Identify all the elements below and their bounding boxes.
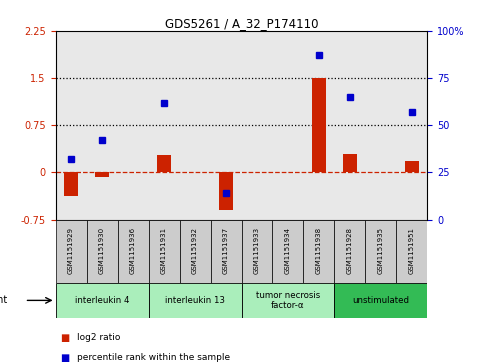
Bar: [343, 154, 357, 172]
Bar: [312, 78, 326, 172]
FancyBboxPatch shape: [86, 220, 117, 283]
Text: GSM1151936: GSM1151936: [130, 227, 136, 274]
Bar: [64, 172, 78, 196]
FancyBboxPatch shape: [242, 220, 272, 283]
FancyBboxPatch shape: [149, 283, 242, 318]
Text: GSM1151938: GSM1151938: [316, 227, 322, 274]
Text: GSM1151937: GSM1151937: [223, 227, 229, 274]
Text: GSM1151932: GSM1151932: [192, 227, 198, 274]
FancyBboxPatch shape: [272, 220, 303, 283]
FancyBboxPatch shape: [334, 283, 427, 318]
Text: percentile rank within the sample: percentile rank within the sample: [77, 353, 230, 362]
Text: GSM1151931: GSM1151931: [161, 227, 167, 274]
Bar: [219, 172, 233, 210]
Text: interleukin 4: interleukin 4: [75, 296, 129, 305]
Bar: [157, 155, 171, 172]
FancyBboxPatch shape: [242, 283, 334, 318]
FancyBboxPatch shape: [117, 220, 149, 283]
Text: GSM1151934: GSM1151934: [285, 227, 291, 274]
Text: GSM1151951: GSM1151951: [409, 227, 415, 274]
Text: GSM1151930: GSM1151930: [99, 227, 105, 274]
Text: tumor necrosis
factor-α: tumor necrosis factor-α: [256, 291, 320, 310]
FancyBboxPatch shape: [211, 220, 242, 283]
Text: agent: agent: [0, 295, 7, 305]
Text: GSM1151928: GSM1151928: [347, 227, 353, 274]
Bar: [95, 172, 109, 178]
FancyBboxPatch shape: [149, 220, 180, 283]
Text: ■: ■: [60, 352, 70, 363]
FancyBboxPatch shape: [366, 220, 397, 283]
Title: GDS5261 / A_32_P174110: GDS5261 / A_32_P174110: [165, 17, 318, 30]
Text: GSM1151929: GSM1151929: [68, 227, 74, 274]
Bar: [405, 161, 419, 172]
FancyBboxPatch shape: [180, 220, 211, 283]
Text: log2 ratio: log2 ratio: [77, 333, 121, 342]
Text: GSM1151935: GSM1151935: [378, 227, 384, 274]
FancyBboxPatch shape: [334, 220, 366, 283]
Text: unstimulated: unstimulated: [353, 296, 410, 305]
Text: GSM1151933: GSM1151933: [254, 227, 260, 274]
FancyBboxPatch shape: [56, 283, 149, 318]
Text: ■: ■: [60, 333, 70, 343]
Text: interleukin 13: interleukin 13: [165, 296, 225, 305]
FancyBboxPatch shape: [56, 220, 86, 283]
FancyBboxPatch shape: [303, 220, 334, 283]
FancyBboxPatch shape: [397, 220, 427, 283]
